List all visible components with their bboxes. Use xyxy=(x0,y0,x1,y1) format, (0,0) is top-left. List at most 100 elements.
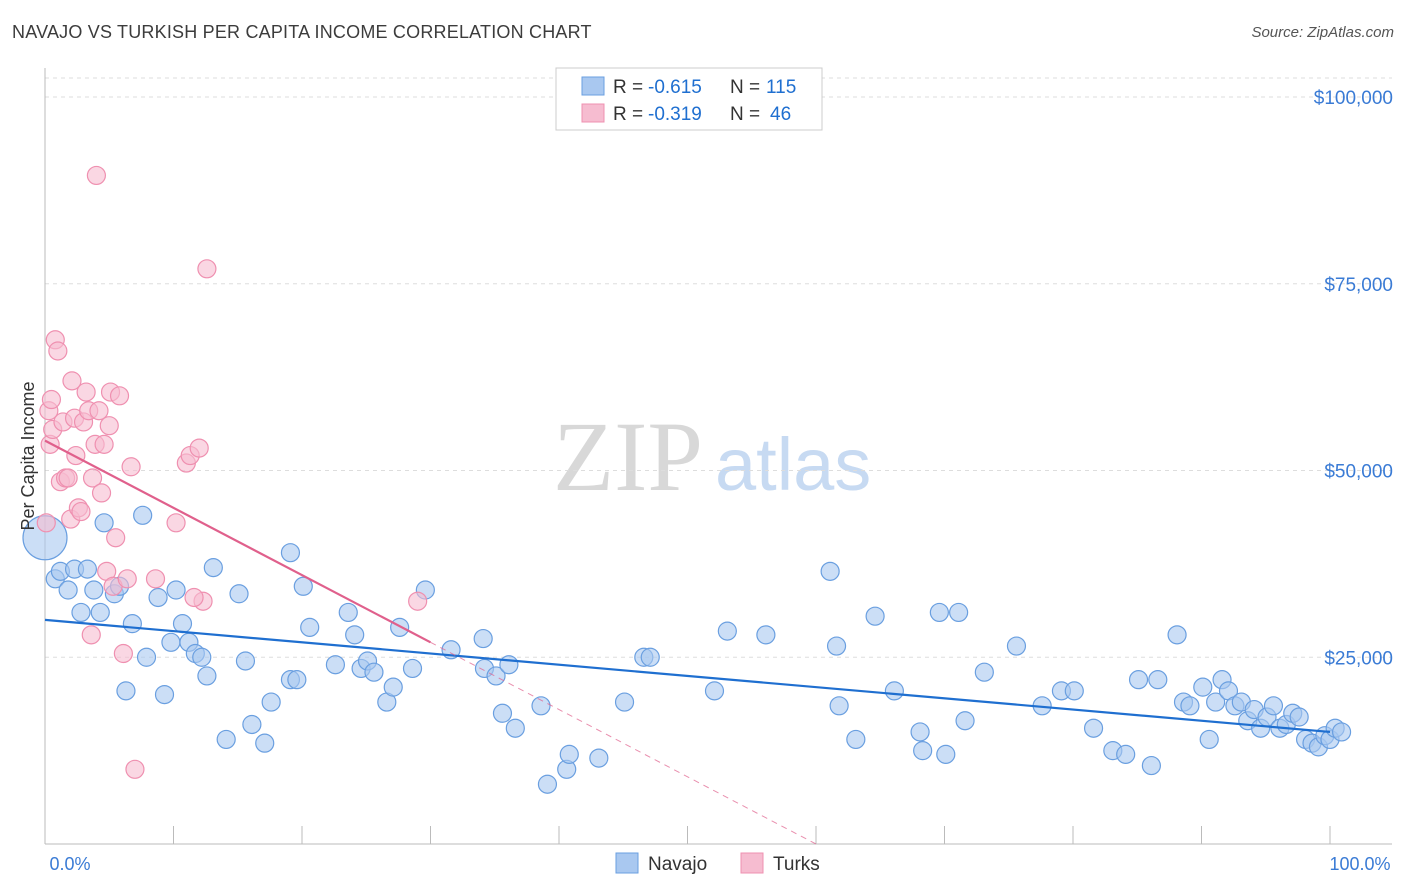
navajo-point-107 xyxy=(1289,707,1309,727)
navajo-swatch-icon xyxy=(581,76,605,96)
turks-point-12 xyxy=(62,371,82,391)
source-label: Source: ZipAtlas.com xyxy=(1251,24,1394,41)
navajo-point-14 xyxy=(133,505,153,525)
turks-point-16 xyxy=(71,501,91,522)
navajo-point-37 xyxy=(325,655,346,675)
navajo-point-39 xyxy=(345,625,365,645)
navajo-point-19 xyxy=(166,580,186,600)
turks-point-20 xyxy=(81,625,101,645)
turks-point-37 xyxy=(145,569,166,589)
turks-r-value: -0.319 xyxy=(648,104,702,125)
navajo-point-88 xyxy=(1148,670,1168,690)
watermark-atlas: atlas xyxy=(715,423,871,506)
navajo-point-35 xyxy=(293,576,313,596)
navajo-point-82 xyxy=(1064,681,1084,701)
axes xyxy=(44,68,1392,845)
navajo-point-18 xyxy=(161,632,181,652)
turks-point-10 xyxy=(58,468,78,488)
turks-point-44 xyxy=(184,587,204,608)
navajo-point-59 xyxy=(589,748,609,768)
navajo-point-15 xyxy=(136,647,157,667)
navajo-point-23 xyxy=(192,647,212,667)
legend-navajo-label: Navajo xyxy=(648,854,707,875)
turks-trend-line xyxy=(44,439,432,644)
navajo-point-78 xyxy=(974,662,994,682)
navajo-point-114 xyxy=(1331,722,1352,742)
navajo-point-29 xyxy=(242,714,262,735)
navajo-point-92 xyxy=(1193,677,1213,697)
y-tick-label-75000: $75,000 xyxy=(1324,275,1393,296)
navajo-point-55 xyxy=(531,696,551,716)
navajo-point-87 xyxy=(1141,755,1161,776)
navajo-point-93 xyxy=(1199,729,1219,750)
navajo-point-51 xyxy=(486,666,506,686)
y-tick-labels: $25,000 $50,000 $75,000 $100,000 xyxy=(1314,88,1393,669)
y-tick-label-25000: $25,000 xyxy=(1324,648,1393,669)
turks-point-25 xyxy=(91,483,112,503)
navajo-point-68 xyxy=(829,696,849,716)
navajo-point-75 xyxy=(936,744,956,764)
navajo-point-63 xyxy=(704,681,725,701)
bottom-legend: Navajo Turks xyxy=(615,852,820,875)
navajo-point-91 xyxy=(1180,696,1200,716)
turks-point-0 xyxy=(36,513,56,533)
turks-points xyxy=(36,165,428,779)
navajo-point-38 xyxy=(338,602,358,623)
turks-point-26 xyxy=(94,434,114,454)
navajo-point-94 xyxy=(1206,692,1226,712)
navajo-point-76 xyxy=(949,602,969,623)
turks-point-32 xyxy=(109,386,130,406)
navajo-point-3 xyxy=(58,580,78,600)
navajo-trend-line xyxy=(44,618,1331,734)
turks-point-43 xyxy=(197,259,217,279)
navajo-point-69 xyxy=(846,729,866,750)
navajo-point-85 xyxy=(1116,744,1136,764)
turks-point-36 xyxy=(125,759,145,779)
grid-lines xyxy=(45,77,1392,658)
navajo-point-83 xyxy=(1083,718,1104,738)
navajo-point-53 xyxy=(499,655,519,675)
navajo-r-value: -0.615 xyxy=(648,77,702,98)
navajo-point-36 xyxy=(300,617,320,637)
navajo-point-58 xyxy=(559,744,579,764)
navajo-point-5 xyxy=(71,602,91,623)
navajo-point-73 xyxy=(913,741,933,761)
x-tick-label-min: 0.0% xyxy=(49,854,90,874)
navajo-point-6 xyxy=(77,559,98,579)
navajo-point-60 xyxy=(614,692,635,712)
turks-point-41 xyxy=(189,438,209,458)
navajo-point-54 xyxy=(505,718,525,738)
y-tick-label-100000: $100,000 xyxy=(1314,88,1393,109)
stats-legend-box: R = -0.615 N = 115 R = -0.319 N = 46 xyxy=(555,67,823,131)
navajo-point-13 xyxy=(122,614,142,634)
navajo-point-103 xyxy=(1263,696,1284,716)
trend-lines xyxy=(44,439,1331,845)
turks-point-35 xyxy=(121,457,141,477)
navajo-point-44 xyxy=(383,677,403,697)
turks-point-6 xyxy=(48,341,68,361)
x-ticks xyxy=(173,826,1331,844)
navajo-r-label: R = xyxy=(613,77,643,98)
navajo-point-12 xyxy=(116,681,136,701)
navajo-point-24 xyxy=(197,666,217,686)
navajo-point-28 xyxy=(235,651,256,671)
turks-point-23 xyxy=(86,165,107,186)
watermark-zip: ZIP xyxy=(553,401,703,512)
turks-point-38 xyxy=(166,513,186,533)
navajo-point-34 xyxy=(287,670,307,690)
navajo-point-17 xyxy=(154,684,175,705)
navajo-n-value: 115 xyxy=(766,77,796,98)
navajo-point-70 xyxy=(865,606,885,626)
navajo-point-49 xyxy=(473,628,493,649)
navajo-point-74 xyxy=(929,602,949,623)
navajo-point-25 xyxy=(203,558,223,578)
navajo-point-89 xyxy=(1167,625,1187,645)
turks-point-31 xyxy=(106,528,126,548)
turks-point-21 xyxy=(82,468,103,488)
turks-point-3 xyxy=(41,389,62,410)
x-tick-label-max: 100.0% xyxy=(1329,854,1390,874)
turks-r-label: R = xyxy=(613,104,643,125)
navajo-point-71 xyxy=(884,681,904,701)
navajo-points xyxy=(22,505,1352,794)
